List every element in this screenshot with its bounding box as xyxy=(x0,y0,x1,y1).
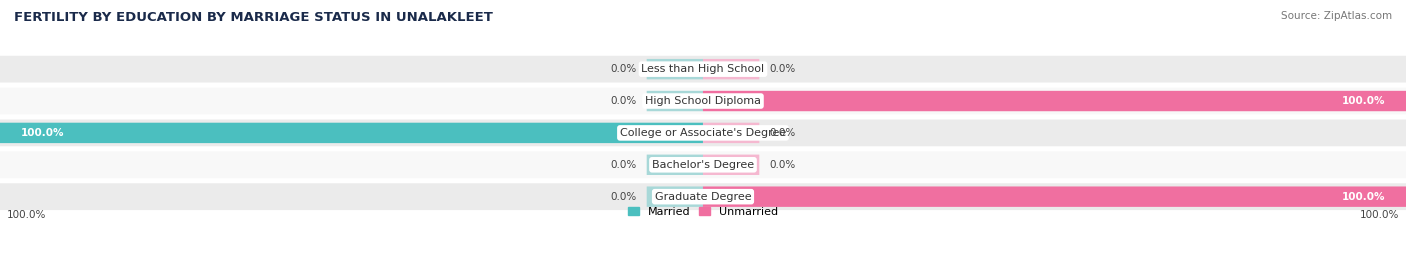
Text: 0.0%: 0.0% xyxy=(770,160,796,170)
FancyBboxPatch shape xyxy=(0,119,1406,146)
FancyBboxPatch shape xyxy=(647,155,703,175)
Text: 0.0%: 0.0% xyxy=(770,128,796,138)
FancyBboxPatch shape xyxy=(703,186,1406,207)
FancyBboxPatch shape xyxy=(0,151,1406,178)
Text: 0.0%: 0.0% xyxy=(610,192,637,202)
FancyBboxPatch shape xyxy=(703,91,1406,111)
Text: 100.0%: 100.0% xyxy=(7,210,46,220)
Text: FERTILITY BY EDUCATION BY MARRIAGE STATUS IN UNALAKLEET: FERTILITY BY EDUCATION BY MARRIAGE STATU… xyxy=(14,11,494,24)
FancyBboxPatch shape xyxy=(703,155,759,175)
Text: 100.0%: 100.0% xyxy=(1341,192,1385,202)
FancyBboxPatch shape xyxy=(647,186,703,207)
Text: Less than High School: Less than High School xyxy=(641,64,765,74)
FancyBboxPatch shape xyxy=(0,183,1406,210)
Text: 0.0%: 0.0% xyxy=(610,160,637,170)
FancyBboxPatch shape xyxy=(0,88,1406,114)
Text: 0.0%: 0.0% xyxy=(770,64,796,74)
FancyBboxPatch shape xyxy=(0,123,703,143)
Legend: Married, Unmarried: Married, Unmarried xyxy=(627,207,779,217)
Text: 100.0%: 100.0% xyxy=(21,128,65,138)
Text: 100.0%: 100.0% xyxy=(1341,96,1385,106)
Text: Bachelor's Degree: Bachelor's Degree xyxy=(652,160,754,170)
Text: 0.0%: 0.0% xyxy=(610,96,637,106)
Text: College or Associate's Degree: College or Associate's Degree xyxy=(620,128,786,138)
FancyBboxPatch shape xyxy=(703,59,759,79)
Text: 100.0%: 100.0% xyxy=(1360,210,1399,220)
Text: Graduate Degree: Graduate Degree xyxy=(655,192,751,202)
FancyBboxPatch shape xyxy=(647,91,703,111)
FancyBboxPatch shape xyxy=(703,123,759,143)
Text: Source: ZipAtlas.com: Source: ZipAtlas.com xyxy=(1281,11,1392,21)
Text: High School Diploma: High School Diploma xyxy=(645,96,761,106)
FancyBboxPatch shape xyxy=(0,56,1406,83)
FancyBboxPatch shape xyxy=(647,59,703,79)
Text: 0.0%: 0.0% xyxy=(610,64,637,74)
